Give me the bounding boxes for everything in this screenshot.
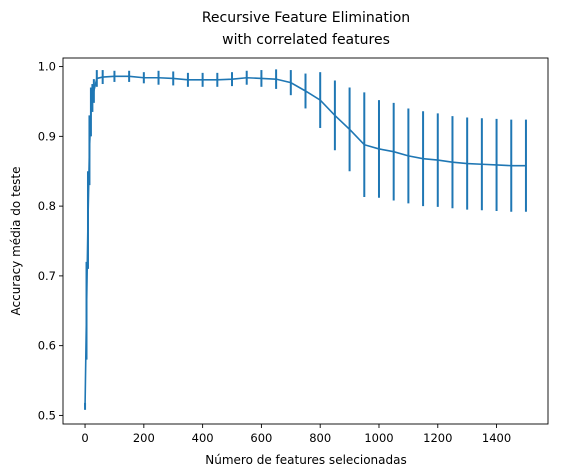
x-tick-label: 400 (192, 431, 214, 445)
x-tick-label: 800 (309, 431, 331, 445)
x-tick-label: 600 (250, 431, 272, 445)
x-tick-label: 1000 (364, 431, 393, 445)
y-tick-label: 0.9 (38, 129, 56, 143)
y-tick-label: 0.8 (38, 199, 56, 213)
x-tick-label: 0 (81, 431, 88, 445)
y-tick-label: 1.0 (38, 60, 56, 74)
y-tick-label: 0.7 (38, 269, 56, 283)
y-axis-label: Accuracy média do teste (9, 167, 23, 316)
y-tick-label: 0.6 (38, 339, 56, 353)
x-tick-label: 1400 (482, 431, 511, 445)
chart-title-line-1: Recursive Feature Elimination (202, 10, 410, 26)
axes-frame (62, 57, 549, 425)
plot-area (84, 69, 527, 410)
x-tick-label: 1200 (423, 431, 452, 445)
y-tick-label: 0.5 (38, 408, 56, 422)
x-tick-label: 200 (133, 431, 155, 445)
series-line (84, 75, 526, 407)
chart-title-line-2: with correlated features (222, 32, 390, 48)
x-axis-ticks: 0 200 400 600 800 1000 1200 1400 (81, 424, 511, 445)
y-axis-ticks: 0.5 0.6 0.7 0.8 0.9 1.0 (38, 60, 63, 422)
x-axis-label: Número de features selecionadas (205, 453, 407, 467)
